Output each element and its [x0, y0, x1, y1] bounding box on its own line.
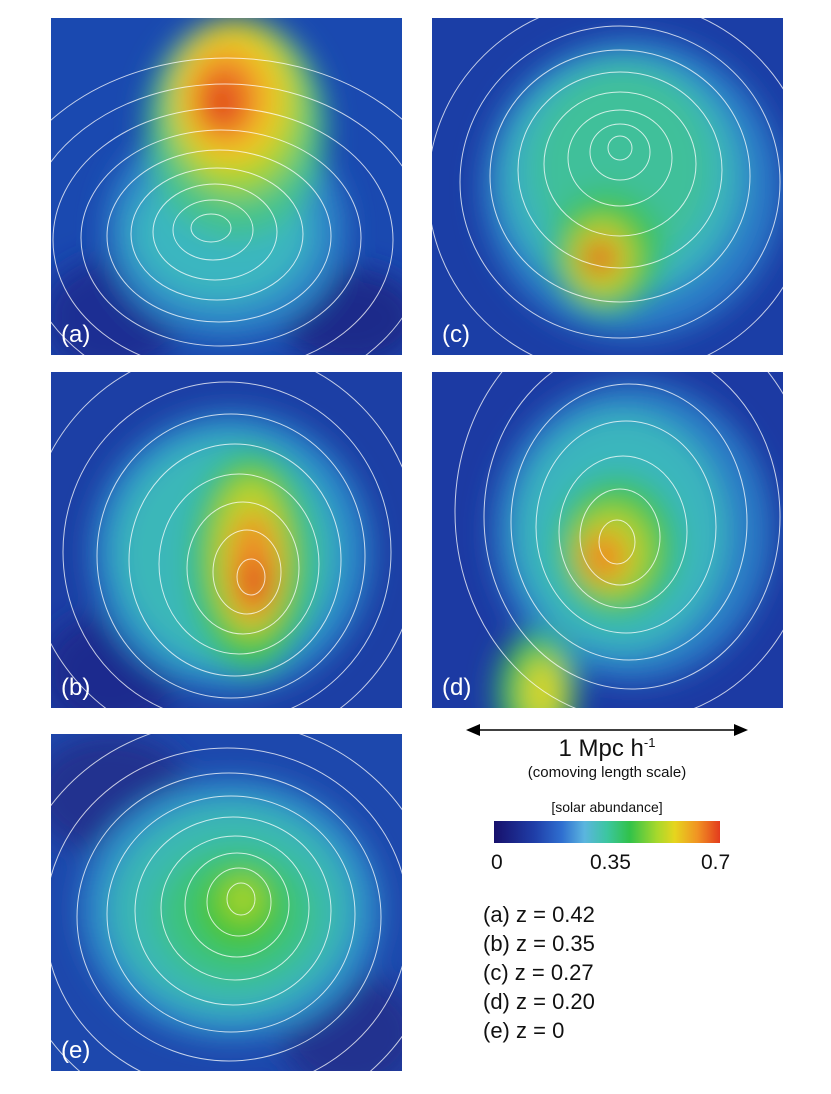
density-contours — [432, 18, 783, 355]
scale-bar-sublabel: (comoving length scale) — [527, 764, 687, 781]
density-contours — [51, 734, 402, 1071]
scale-bar-label: 1 Mpc h-1 — [466, 735, 748, 763]
panel-label-b: (b) — [61, 674, 91, 701]
colorbar-tick-min: 0 — [491, 851, 503, 874]
colorbar-tick-mid: 0.35 — [590, 851, 631, 874]
panel-a: (a) — [51, 18, 402, 355]
panel-d: (d) — [432, 372, 783, 708]
metallicity-map-e — [51, 734, 402, 1071]
metallicity-map-d — [432, 372, 783, 708]
panel-c: (c) — [432, 18, 783, 355]
panel-label-a: (a) — [61, 321, 91, 348]
legend-item: (c) z = 0.27 — [483, 960, 594, 985]
legend-item: (a) z = 0.42 — [483, 902, 595, 927]
legend-item: (e) z = 0 — [483, 1018, 565, 1043]
density-contours — [454, 372, 783, 708]
metallicity-map-b — [51, 372, 402, 708]
scale-bar-exponent: -1 — [643, 735, 656, 750]
colorbar-tick-max: 0.7 — [701, 851, 731, 874]
density-contours — [51, 57, 402, 355]
scale-bar-arrow — [466, 724, 748, 736]
colorbar-title: [solar abundance] — [551, 799, 663, 815]
legend-item: (d) z = 0.20 — [483, 989, 595, 1014]
colorbar — [494, 821, 720, 843]
panel-label-c: (c) — [442, 321, 470, 348]
panel-label-d: (d) — [442, 674, 472, 701]
metallicity-map-a — [51, 18, 402, 355]
panel-b: (b) — [51, 372, 402, 708]
density-contours — [51, 372, 402, 708]
legend-item: (b) z = 0.35 — [483, 931, 595, 956]
scale-bar-text: 1 Mpc h — [558, 735, 644, 762]
panel-e: (e) — [51, 734, 402, 1071]
redshift-legend: (a) z = 0.42 (b) z = 0.35 (c) z = 0.27 (… — [483, 900, 595, 1045]
metallicity-map-c — [432, 18, 783, 355]
panel-label-e: (e) — [61, 1037, 91, 1064]
